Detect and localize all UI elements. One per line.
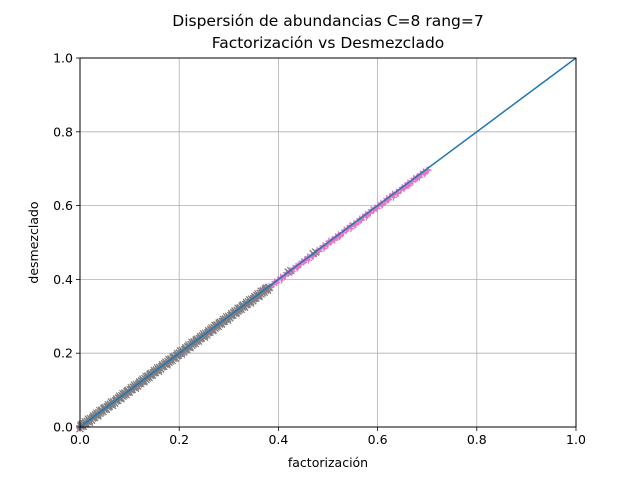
chart-subtitle: Factorización vs Desmezclado <box>211 34 445 52</box>
x-tick-label: 0.6 <box>368 432 388 447</box>
y-tick-label: 0.4 <box>53 272 73 287</box>
y-tick-label: 0.2 <box>53 346 73 361</box>
x-tick-label: 0.0 <box>70 432 90 447</box>
y-tick-label: 0.6 <box>53 198 73 213</box>
x-axis: 0.0 0.2 0.4 0.6 0.8 1.0 <box>70 427 586 447</box>
data-marks <box>76 166 432 433</box>
y-tick-label: 0.0 <box>53 420 73 435</box>
reference-line-group <box>79 57 577 428</box>
x-tick-label: 1.0 <box>566 432 586 447</box>
y-tick-label: 1.0 <box>53 51 73 66</box>
x-tick-label: 0.2 <box>169 432 189 447</box>
y-axis: 0.0 0.2 0.4 0.6 0.8 1.0 <box>53 51 80 435</box>
x-tick-label: 0.4 <box>268 432 288 447</box>
plot-frame <box>79 57 577 428</box>
y-tick-label: 0.8 <box>53 124 73 139</box>
y-axis-label: desmezclado <box>26 201 41 283</box>
x-tick-label: 0.8 <box>467 432 487 447</box>
chart-title: Dispersión de abundancias C=8 rang=7 <box>172 12 484 30</box>
reference-line <box>79 57 577 428</box>
x-axis-label: factorización <box>288 455 368 470</box>
